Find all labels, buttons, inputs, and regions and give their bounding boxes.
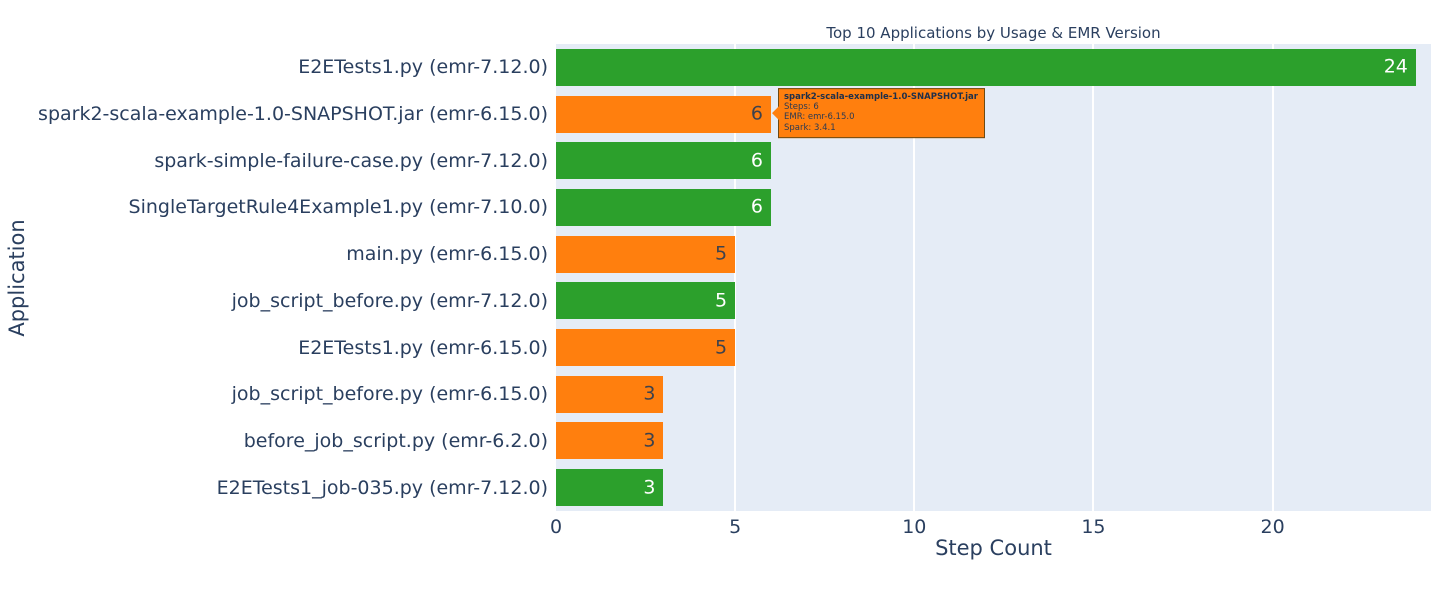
bar-7[interactable]: 3 xyxy=(556,375,664,413)
bar-value-label: 5 xyxy=(715,289,728,312)
tooltip-spark: Spark: 3.4.1 xyxy=(784,122,836,133)
x-tick-0: 0 xyxy=(549,516,563,538)
bar-5[interactable]: 5 xyxy=(556,282,736,320)
x-tick-5: 5 xyxy=(729,516,742,538)
category-label-4: main.py (emr-6.15.0) xyxy=(346,243,548,266)
gridline-x-20 xyxy=(1271,44,1274,511)
bar-1[interactable]: 6 xyxy=(556,95,771,133)
bar-value-label: 3 xyxy=(643,476,656,499)
category-label-6: E2ETests1.py (emr-6.15.0) xyxy=(298,336,548,359)
gridline-x-15 xyxy=(1092,44,1095,511)
tooltip-emr: EMR: emr-6.15.0 xyxy=(784,112,855,123)
bar-value-label: 5 xyxy=(715,242,728,265)
category-label-9: E2ETests1_job-035.py (emr-7.12.0) xyxy=(216,476,548,499)
tooltip-caret-icon xyxy=(772,106,779,120)
category-label-5: job_script_before.py (emr-7.12.0) xyxy=(231,289,548,312)
category-label-3: SingleTargetRule4Example1.py (emr-7.10.0… xyxy=(128,196,548,219)
category-label-0: E2ETests1.py (emr-7.12.0) xyxy=(298,56,548,79)
category-label-1: spark2-scala-example-1.0-SNAPSHOT.jar (e… xyxy=(38,103,548,126)
bar-4[interactable]: 5 xyxy=(556,235,736,273)
plot-area: 24 6 6 6 5 5 5 3 3 3 xyxy=(556,44,1431,511)
bar-value-label: 6 xyxy=(750,149,763,172)
bar-value-label: 3 xyxy=(643,382,656,405)
tooltip-steps: Steps: 6 xyxy=(784,102,819,113)
gridline-x-5 xyxy=(734,44,737,511)
category-label-7: job_script_before.py (emr-6.15.0) xyxy=(231,383,548,406)
gridline-x-10 xyxy=(913,44,916,511)
x-tick-20: 20 xyxy=(1260,516,1285,538)
bar-value-label: 5 xyxy=(715,336,728,359)
x-tick-10: 10 xyxy=(902,516,927,538)
hover-tooltip: spark2-scala-example-1.0-SNAPSHOT.jar St… xyxy=(772,88,985,138)
bar-0[interactable]: 24 xyxy=(556,48,1416,86)
bar-3[interactable]: 6 xyxy=(556,188,771,226)
bar-value-label: 6 xyxy=(750,195,763,218)
bar-value-label: 3 xyxy=(643,429,656,452)
x-axis-title: Step Count xyxy=(935,536,1052,560)
bar-6[interactable]: 5 xyxy=(556,329,736,367)
category-label-2: spark-simple-failure-case.py (emr-7.12.0… xyxy=(154,149,548,172)
tooltip-title: spark2-scala-example-1.0-SNAPSHOT.jar xyxy=(784,92,978,103)
chart-title: Top 10 Applications by Usage & EMR Versi… xyxy=(826,24,1161,42)
bar-value-label: 24 xyxy=(1383,55,1408,78)
bar-2[interactable]: 6 xyxy=(556,142,771,180)
y-axis-title: Application xyxy=(5,219,29,337)
x-tick-15: 15 xyxy=(1081,516,1106,538)
bar-8[interactable]: 3 xyxy=(556,422,664,460)
bar-9[interactable]: 3 xyxy=(556,469,664,507)
bar-value-label: 6 xyxy=(750,102,763,125)
category-label-8: before_job_script.py (emr-6.2.0) xyxy=(243,429,548,452)
